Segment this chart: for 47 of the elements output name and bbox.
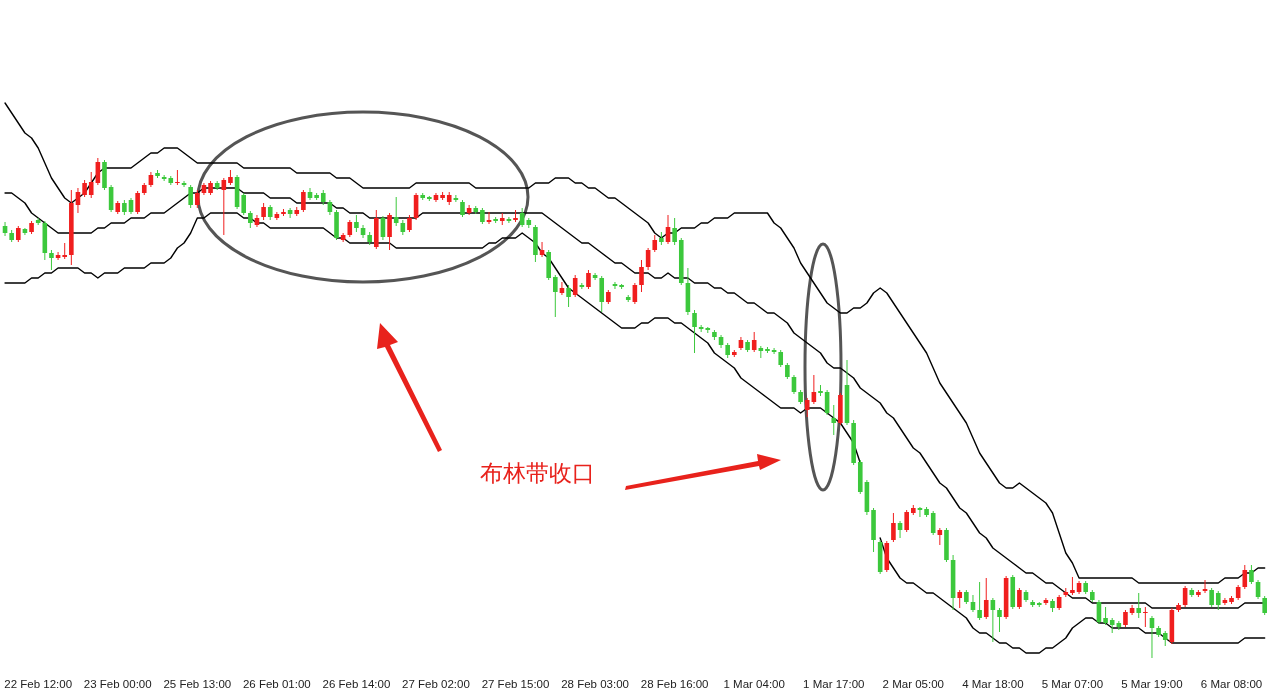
candlestick [977,581,982,621]
x-tick-label: 28 Feb 16:00 [640,678,709,690]
candlestick [1249,564,1254,585]
candlestick [49,249,54,271]
candlestick [692,309,697,354]
x-tick-label: 5 Mar 07:00 [1041,678,1104,690]
candlestick [188,184,193,209]
x-tick-label: 26 Feb 14:00 [322,678,391,690]
candlestick [1143,606,1148,628]
candlestick [301,189,306,213]
x-tick-label: 23 Feb 00:00 [83,678,152,690]
x-tick-label: 27 Feb 15:00 [481,678,550,690]
candlestick [983,577,989,620]
candlestick [175,169,180,186]
candlestick [997,607,1002,633]
x-tick-label: 4 Mar 18:00 [962,678,1024,690]
candlestick [553,274,558,318]
candlestick [586,269,591,290]
candlestick [1209,587,1214,608]
x-tick-label: 28 Feb 03:00 [561,678,629,690]
candlestick [891,512,896,543]
x-tick-label: 1 Mar 04:00 [723,678,785,690]
candlestick [639,259,644,293]
candlestick [904,509,909,533]
candlestick [599,275,605,313]
candlestick [88,171,94,199]
candlestick [241,192,247,216]
candlestick [1136,592,1142,619]
x-tick-label: 2 Mar 05:00 [882,678,944,690]
candlestick [831,404,837,436]
x-tick-label: 1 Mar 17:00 [803,678,865,690]
candlestick [566,284,571,308]
candlestick [1017,587,1022,610]
candlestick [1215,590,1221,611]
x-tick-label: 27 Feb 02:00 [402,678,470,690]
x-tick-label: 25 Feb 13:00 [163,678,232,690]
candlestick [804,397,810,418]
candlestick [672,217,677,246]
candlestick [1242,564,1248,590]
x-tick-label: 26 Feb 01:00 [242,678,311,690]
candlestick [1262,595,1267,616]
annotation: 布林带收口 [479,460,595,486]
x-tick-label: 6 Mar 08:00 [1200,678,1263,690]
x-tick-label: 22 Feb 12:00 [4,678,73,690]
candlestick [135,190,140,215]
x-tick-label: 5 Mar 19:00 [1121,678,1183,690]
candlestick [387,212,392,251]
